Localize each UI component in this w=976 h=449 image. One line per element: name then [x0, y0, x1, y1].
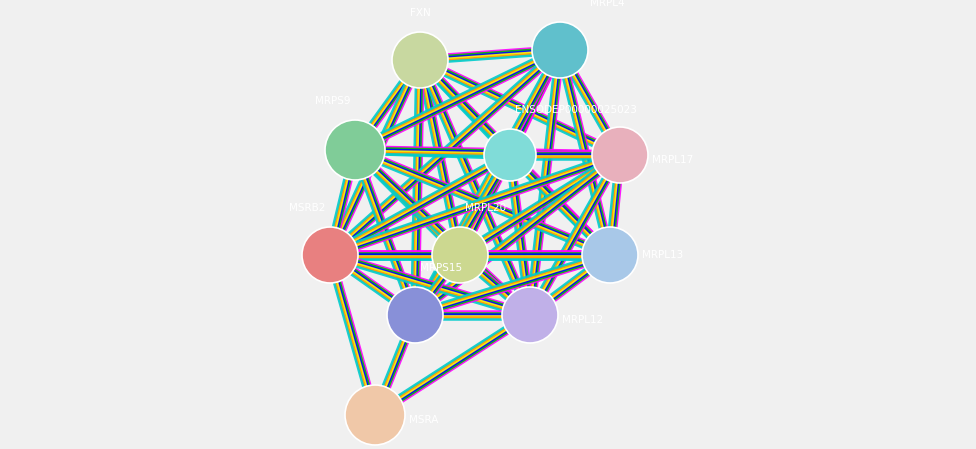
- Text: MRPL4: MRPL4: [590, 0, 625, 8]
- Circle shape: [345, 385, 405, 445]
- Circle shape: [325, 120, 385, 180]
- Text: MRPL12: MRPL12: [562, 315, 603, 325]
- Circle shape: [432, 227, 488, 283]
- Text: MRPL17: MRPL17: [652, 155, 693, 165]
- Circle shape: [302, 227, 358, 283]
- Circle shape: [582, 227, 638, 283]
- Text: MRPS9: MRPS9: [314, 96, 350, 106]
- Text: ENSODEP00000025023: ENSODEP00000025023: [515, 105, 637, 115]
- Text: MRPL20: MRPL20: [465, 203, 507, 213]
- Text: MRPS15: MRPS15: [420, 263, 462, 273]
- Text: MRPL13: MRPL13: [642, 250, 683, 260]
- Circle shape: [502, 287, 558, 343]
- Text: MSRB2: MSRB2: [289, 203, 325, 213]
- Text: MSRA: MSRA: [409, 415, 438, 425]
- Text: FXN: FXN: [410, 8, 430, 18]
- Circle shape: [484, 129, 536, 181]
- Circle shape: [592, 127, 648, 183]
- Circle shape: [532, 22, 588, 78]
- Circle shape: [392, 32, 448, 88]
- Circle shape: [387, 287, 443, 343]
